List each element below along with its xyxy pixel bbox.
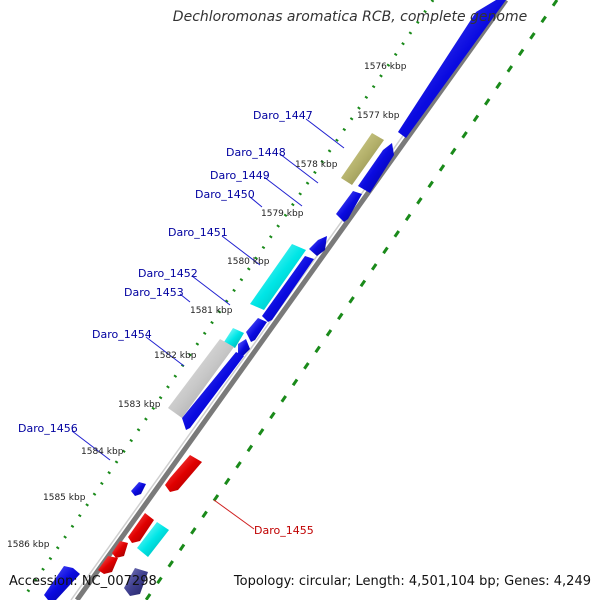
accession-label: Accession: NC_007298 [9, 574, 157, 589]
gene-daro-1455[interactable] [165, 455, 202, 492]
gene-daro-1452[interactable] [262, 256, 314, 322]
gene-label[interactable]: Daro_1454 [92, 328, 152, 341]
gene-reverse-1[interactable] [128, 513, 154, 543]
gene-label[interactable]: Daro_1452 [138, 267, 198, 280]
gene-daro-1451-small[interactable] [309, 236, 327, 256]
gene-forward-1583[interactable] [182, 352, 244, 430]
tick-label: 1586 kbp [7, 540, 50, 550]
backbone [74, 0, 509, 600]
gene-dark-bottom[interactable] [124, 568, 148, 596]
tick-label: 1579 kbp [261, 209, 304, 219]
tick-label: 1577 kbp [357, 111, 400, 121]
gene-label[interactable]: Daro_1449 [210, 169, 270, 182]
leader-daro-1454 [145, 336, 185, 367]
outer-tick-line [144, 0, 559, 600]
label-leaders [71, 118, 345, 530]
tick-label: 1581 kbp [190, 306, 233, 316]
gene-features [44, 0, 506, 600]
gene-forward-bottom[interactable] [44, 566, 80, 600]
gene-reverse-3[interactable] [98, 556, 118, 574]
leader-daro-1449 [263, 176, 303, 207]
gene-daro-1447[interactable] [341, 133, 384, 185]
leader-daro-1456 [71, 430, 111, 461]
leader-daro-1452 [191, 275, 231, 306]
gene-daro-1454[interactable] [224, 328, 244, 348]
gene-daro-1451[interactable] [250, 244, 306, 310]
gene-label[interactable]: Daro_1447 [253, 109, 313, 122]
gene-daro-1448[interactable] [358, 143, 394, 193]
leader-daro-1451 [221, 235, 261, 266]
gene-label[interactable]: Daro_1453 [124, 286, 184, 299]
tick-label: 1578 kbp [295, 160, 338, 170]
tick-label: 1580 kbp [227, 257, 270, 267]
gene-label[interactable]: Daro_1450 [195, 188, 255, 201]
tick-label: 1576 kbp [364, 62, 407, 72]
genome-title: Dechloromonas aromatica RCB, complete ge… [172, 9, 528, 25]
leader-daro-1455 [213, 499, 255, 530]
leader-daro-1447 [305, 118, 345, 149]
gene-daro-1450[interactable] [336, 191, 362, 222]
gene-daro-1454-small[interactable] [238, 339, 250, 356]
gene-daro-1453[interactable] [246, 318, 267, 342]
gene-label[interactable]: Daro_1456 [18, 422, 78, 435]
gene-grey-1583[interactable] [168, 339, 234, 418]
topology-label: Topology: circular; Length: 4,501,104 bp… [233, 574, 591, 589]
tick-label: 1583 kbp [118, 400, 161, 410]
gene-forward-top[interactable] [398, 0, 506, 138]
gene-label[interactable]: Daro_1455 [254, 524, 314, 537]
tick-label: 1584 kbp [81, 447, 124, 457]
gene-label[interactable]: Daro_1448 [226, 146, 286, 159]
gene-cyan-bottom[interactable] [137, 522, 169, 557]
leader-daro-1450 [249, 196, 263, 208]
gene-daro-1456[interactable] [131, 482, 146, 496]
gene-label[interactable]: Daro_1451 [168, 226, 228, 239]
leader-daro-1453 [179, 293, 191, 303]
leader-daro-1448 [279, 153, 319, 184]
tick-label: 1582 kbp [154, 351, 197, 361]
gene-reverse-2[interactable] [112, 541, 128, 558]
tick-label: 1585 kbp [43, 493, 86, 503]
